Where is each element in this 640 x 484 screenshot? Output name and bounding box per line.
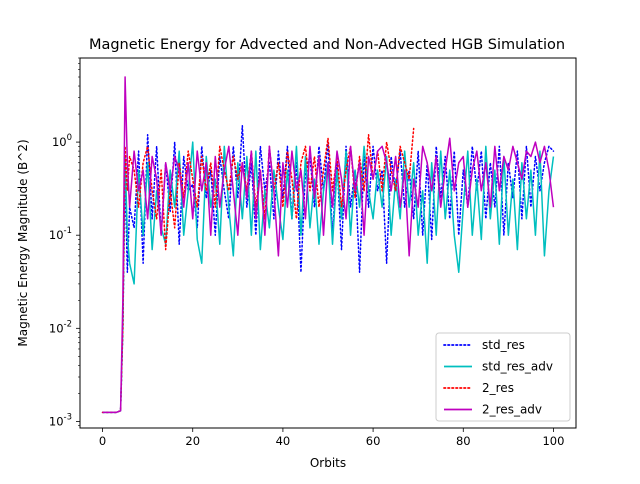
y-tick-label: 10-2 [49, 319, 72, 335]
series-line-2_res_adv [102, 76, 555, 414]
y-axis-ticks: 10-3 10-2 10-1 100 [49, 57, 80, 428]
x-tick-label: 0 [99, 434, 106, 448]
x-tick-label: 80 [456, 434, 471, 448]
y-tick-label: 100 [52, 133, 72, 149]
y-tick-label: 10-1 [49, 226, 72, 242]
legend-label-2_res: 2_res [482, 381, 514, 395]
y-axis-label: Magnetic Energy Magnitude (B^2) [16, 139, 30, 346]
legend-box [435, 332, 571, 422]
legend-label-std_res: std_res [482, 338, 525, 352]
plot-frame [79, 57, 577, 429]
x-axis-label: Orbits [310, 456, 346, 470]
x-tick-label: 20 [185, 434, 200, 448]
x-tick-label: 40 [276, 434, 291, 448]
chart-title: Magnetic Energy for Advected and Non-Adv… [89, 37, 565, 53]
legend-label-2_res_adv: 2_res_adv [482, 403, 542, 417]
legend: std_res std_res_adv 2_res 2_res_adv [435, 332, 571, 422]
x-tick-label: 60 [366, 434, 381, 448]
legend-label-std_res_adv: std_res_adv [482, 360, 553, 374]
y-tick-label: 10-3 [49, 412, 72, 428]
x-tick-label: 100 [542, 434, 564, 448]
x-axis-ticks: 0 20 40 60 80 100 [99, 428, 564, 448]
